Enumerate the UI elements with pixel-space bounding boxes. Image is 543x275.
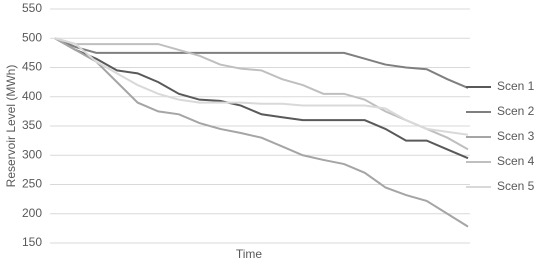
series-line xyxy=(54,37,469,89)
y-tick-label: 500 xyxy=(22,30,42,44)
legend-label: Scen 2 xyxy=(497,104,535,118)
y-axis-label: Reservoir Level (MWh) xyxy=(4,65,18,188)
y-tick-label: 450 xyxy=(22,60,42,74)
y-tick-label: 400 xyxy=(22,89,42,103)
y-tick-label: 200 xyxy=(22,206,42,220)
y-tick-label: 250 xyxy=(22,177,42,191)
series-line xyxy=(54,37,469,228)
y-tick-label: 300 xyxy=(22,147,42,161)
y-tick-label: 550 xyxy=(22,1,42,15)
y-tick-label: 150 xyxy=(22,235,42,249)
series-line xyxy=(54,37,469,136)
x-axis-label: Time xyxy=(236,247,263,261)
legend-label: Scen 1 xyxy=(497,79,535,93)
series-line xyxy=(54,37,469,151)
series-line xyxy=(54,37,469,160)
legend-label: Scen 3 xyxy=(497,129,535,143)
legend-label: Scen 4 xyxy=(497,154,535,168)
y-tick-label: 350 xyxy=(22,118,42,132)
legend-label: Scen 5 xyxy=(497,179,535,193)
